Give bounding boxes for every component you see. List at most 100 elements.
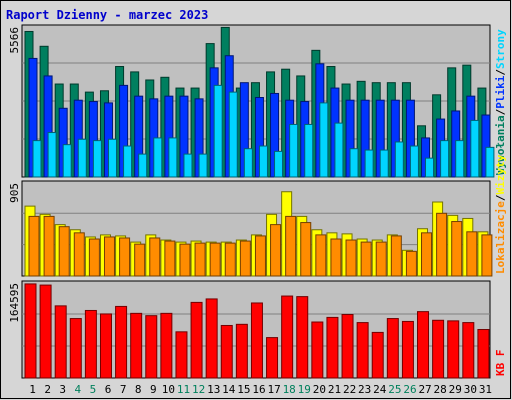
day-label-28: 28 xyxy=(434,383,447,396)
visits-bar-lokalizacje-day-12 xyxy=(194,242,206,277)
traffic-bar-kb-f-day-19 xyxy=(296,296,309,379)
visits-bar-lokalizacje-day-23 xyxy=(360,241,372,277)
visits-bar-lokalizacje-day-21 xyxy=(330,238,342,277)
traffic-bar-kb-f-day-10 xyxy=(160,312,173,379)
day-label-4: 4 xyxy=(75,383,82,396)
traffic-bar-kb-f-day-24 xyxy=(371,331,384,379)
traffic-bar-kb-f-day-23 xyxy=(356,322,369,379)
day-label-30: 30 xyxy=(464,383,477,396)
requests-y-max-label: 5566 xyxy=(8,27,21,54)
visits-bar-lokalizacje-day-15 xyxy=(239,240,251,277)
traffic-bar-kb-f-day-16 xyxy=(250,302,263,379)
visits-bar-lokalizacje-day-16 xyxy=(254,235,266,277)
day-label-11: 11 xyxy=(177,383,190,396)
traffic-bar-kb-f-day-20 xyxy=(311,321,324,379)
requests-bar-strony-day-3 xyxy=(62,144,72,178)
day-label-8: 8 xyxy=(135,383,142,396)
traffic-series-label: KB F xyxy=(494,350,507,377)
requests-bar-strony-day-24 xyxy=(379,149,389,178)
day-label-25: 25 xyxy=(388,383,401,396)
requests-bar-strony-day-31 xyxy=(485,146,495,178)
day-label-12: 12 xyxy=(192,383,205,396)
traffic-bar-kb-f-day-7 xyxy=(115,305,128,379)
requests-bar-strony-day-12 xyxy=(198,153,208,178)
traffic-bar-kb-f-day-9 xyxy=(145,315,158,379)
requests-bar-strony-day-29 xyxy=(455,140,465,178)
visits-series-label: Wizyty xyxy=(494,154,507,194)
day-label-29: 29 xyxy=(449,383,462,396)
day-label-24: 24 xyxy=(373,383,387,396)
visits-bar-lokalizacje-day-28 xyxy=(436,212,448,277)
requests-bar-strony-day-22 xyxy=(349,148,359,178)
requests-bar-strony-day-6 xyxy=(107,138,117,178)
day-label-5: 5 xyxy=(90,383,97,396)
visits-bar-lokalizacje-day-9 xyxy=(149,237,161,277)
requests-bar-strony-day-15 xyxy=(243,148,253,178)
day-label-20: 20 xyxy=(313,383,326,396)
traffic-bar-kb-f-day-12 xyxy=(190,301,203,379)
traffic-bar-kb-f-day-4 xyxy=(69,318,82,379)
requests-bar-strony-day-23 xyxy=(364,149,374,178)
visits-bar-lokalizacje-day-27 xyxy=(421,232,433,277)
requests-series-label: Strony xyxy=(494,29,507,69)
day-label-6: 6 xyxy=(105,383,112,396)
requests-bar-strony-day-4 xyxy=(77,138,87,178)
day-label-17: 17 xyxy=(267,383,280,396)
requests-bar-strony-day-1 xyxy=(32,140,42,178)
day-label-27: 27 xyxy=(418,383,431,396)
day-label-31: 31 xyxy=(479,383,492,396)
day-label-26: 26 xyxy=(403,383,416,396)
day-label-9: 9 xyxy=(150,383,157,396)
visits-bar-lokalizacje-day-17 xyxy=(270,224,282,277)
traffic-bar-kb-f-day-22 xyxy=(341,314,354,379)
day-label-21: 21 xyxy=(328,383,341,396)
visits-bar-lokalizacje-day-31 xyxy=(481,234,493,277)
traffic-bar-kb-f-day-1 xyxy=(24,283,37,379)
day-label-14: 14 xyxy=(222,383,236,396)
traffic-bar-kb-f-day-31 xyxy=(477,329,490,379)
visits-bar-lokalizacje-day-13 xyxy=(209,242,221,277)
traffic-bar-kb-f-day-14 xyxy=(220,324,233,379)
traffic-bar-kb-f-day-17 xyxy=(266,337,279,379)
visits-bar-lokalizacje-day-30 xyxy=(466,231,478,277)
requests-bar-strony-day-8 xyxy=(138,153,148,178)
day-label-19: 19 xyxy=(298,383,311,396)
visits-bar-lokalizacje-day-22 xyxy=(345,239,357,277)
requests-bar-strony-day-2 xyxy=(47,132,57,178)
traffic-bar-kb-f-day-18 xyxy=(281,295,294,379)
requests-bar-strony-day-5 xyxy=(92,140,102,178)
traffic-y-max-label: 164595 xyxy=(8,283,21,323)
day-label-7: 7 xyxy=(120,383,127,396)
requests-bar-strony-day-19 xyxy=(304,123,314,178)
day-label-1: 1 xyxy=(29,383,36,396)
requests-bar-strony-day-28 xyxy=(440,140,450,178)
requests-bar-strony-day-25 xyxy=(394,141,404,178)
requests-bar-strony-day-13 xyxy=(213,84,223,178)
day-label-22: 22 xyxy=(343,383,356,396)
visits-bar-lokalizacje-day-25 xyxy=(390,235,402,277)
visits-bar-lokalizacje-day-5 xyxy=(88,238,100,277)
visits-series-labels: Lokalizacje/Wizyty xyxy=(494,154,507,274)
traffic-bar-kb-f-day-5 xyxy=(84,309,97,379)
visits-bar-lokalizacje-day-29 xyxy=(451,221,463,277)
traffic-bar-kb-f-day-21 xyxy=(326,316,339,379)
traffic-bar-kb-f-day-30 xyxy=(462,322,475,379)
requests-bar-strony-day-26 xyxy=(409,145,419,178)
day-label-3: 3 xyxy=(59,383,66,396)
day-label-16: 16 xyxy=(252,383,265,396)
requests-bar-strony-day-27 xyxy=(425,157,435,178)
requests-bar-strony-day-21 xyxy=(334,122,344,178)
requests-bar-strony-day-10 xyxy=(168,137,178,178)
visits-series-label: / xyxy=(494,194,507,201)
chart-title: Raport Dzienny - marzec 2023 xyxy=(6,8,208,22)
traffic-bar-kb-f-day-27 xyxy=(417,311,430,379)
requests-bar-strony-day-18 xyxy=(289,123,299,178)
visits-y-max-label: 905 xyxy=(8,183,21,203)
day-axis-labels: 1 2 3 4 5 6 7 8 9 10 11 12 13 14 15 16 17 18 19 20 21 22 23 24 2… xyxy=(29,383,492,396)
traffic-bar-kb-f-day-26 xyxy=(401,320,414,379)
visits-bar-lokalizacje-day-1 xyxy=(28,215,40,277)
traffic-series-labels: KB F xyxy=(494,350,507,377)
